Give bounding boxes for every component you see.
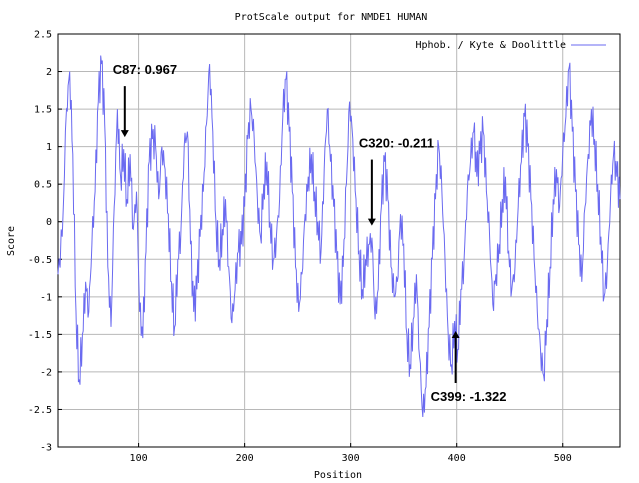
x-axis-label: Position [314, 470, 362, 481]
y-tick-label: -0.5 [28, 255, 52, 266]
plot-frame [57, 33, 621, 448]
y-tick-label: 0 [46, 217, 52, 228]
x-tick-label: 400 [448, 453, 466, 464]
y-tick-label: 2.5 [34, 30, 52, 41]
annotation-c87: C87: 0.967 [113, 62, 177, 138]
chart-title: ProtScale output for NMDE1 HUMAN [235, 12, 428, 23]
annotation-label: C320: -0.211 [359, 136, 434, 151]
annotation-arrowhead [451, 330, 460, 338]
y-tick-label: 0.5 [34, 180, 52, 191]
y-tick-label: 1 [46, 142, 52, 153]
series-layer [57, 55, 621, 418]
series-line-hydrophobicity [57, 55, 621, 418]
y-tick-label: -1 [40, 292, 52, 303]
y-tick-label: -2 [40, 367, 52, 378]
x-tick-label: 100 [130, 453, 148, 464]
x-tick-label: 200 [236, 453, 254, 464]
annotation-arrowhead [120, 130, 129, 138]
y-tick-label: -2.5 [28, 405, 52, 416]
annotation-c399: C399: -1.322 [431, 330, 507, 404]
annotation-arrowhead [367, 218, 376, 226]
legend-label: Hphob. / Kyte & Doolittle [415, 40, 566, 51]
legend: Hphob. / Kyte & Doolittle [415, 40, 606, 51]
y-axis-label: Score [6, 226, 17, 256]
annotation-layer: C87: 0.967 C320: -0.211 C399: -1.322 [113, 62, 507, 404]
annotation-c320: C320: -0.211 [359, 136, 434, 226]
y-tick-label: 2 [46, 67, 52, 78]
y-tick-label: -3 [40, 443, 52, 454]
y-axis-ticks: -3 -2.5 -2 -1.5 -1 -0.5 0 0.5 1 1.5 2 2.5 [28, 30, 62, 454]
annotation-label: C399: -1.322 [431, 389, 507, 404]
y-tick-label: 1.5 [34, 105, 52, 116]
annotation-label: C87: 0.967 [113, 62, 177, 77]
x-tick-label: 300 [342, 453, 360, 464]
x-tick-label: 500 [554, 453, 572, 464]
y-tick-label: -1.5 [28, 330, 52, 341]
x-axis-ticks: 100 200 300 400 500 [130, 443, 572, 464]
